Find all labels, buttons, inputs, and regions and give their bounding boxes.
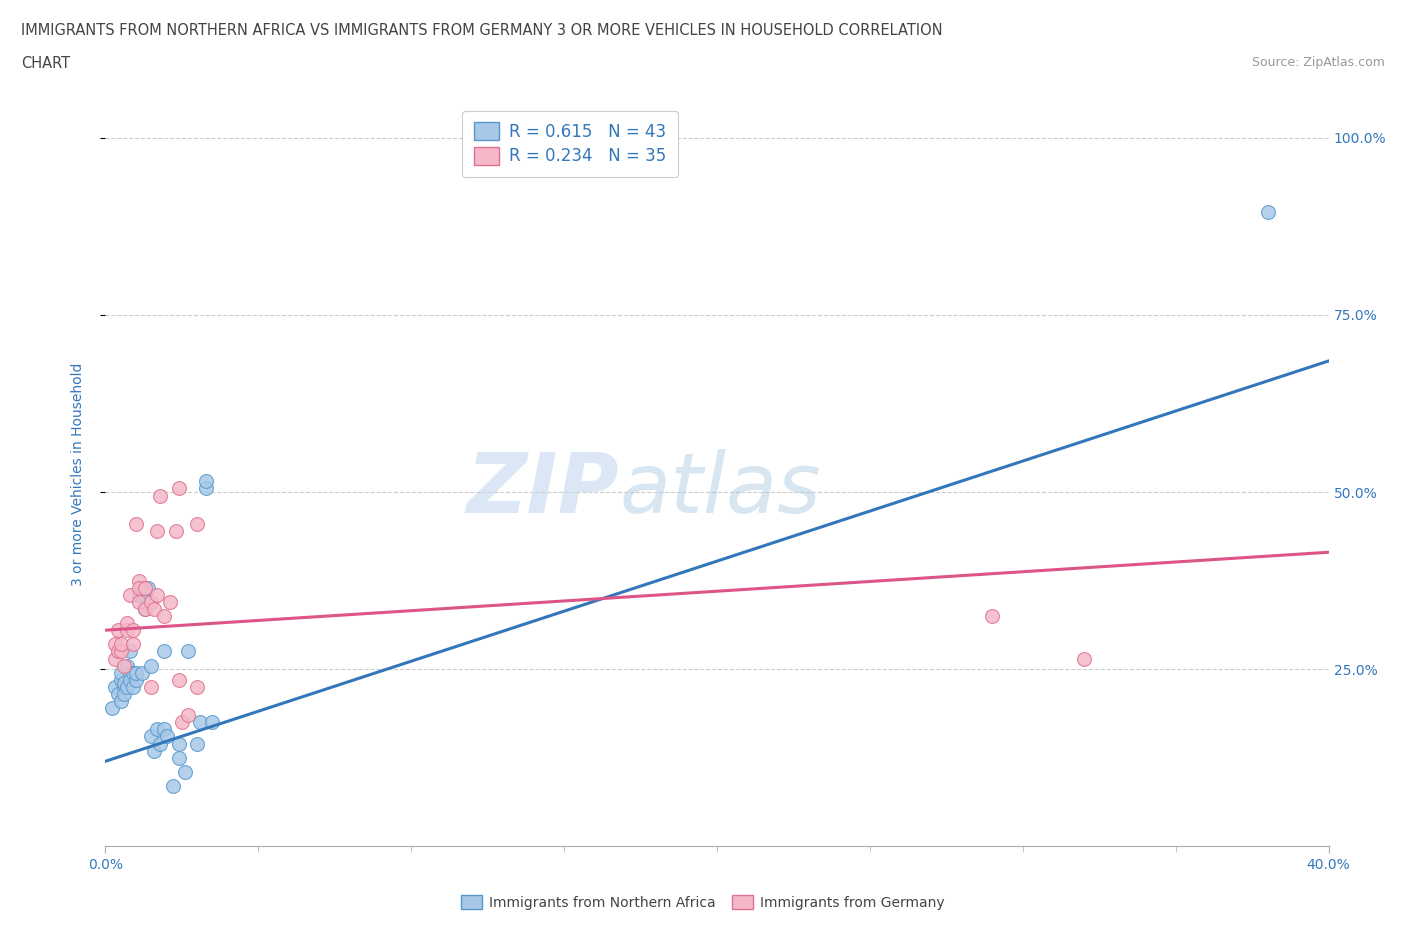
- Point: [174, 764, 197, 779]
- Point: [170, 715, 193, 730]
- Point: [115, 623, 138, 638]
- Point: [149, 737, 172, 751]
- Point: [128, 594, 150, 609]
- Point: [152, 644, 174, 658]
- Point: [141, 658, 163, 673]
- Point: [134, 580, 156, 595]
- Point: [167, 737, 190, 751]
- Point: [112, 676, 135, 691]
- Point: [186, 737, 208, 751]
- Point: [146, 524, 169, 538]
- Point: [177, 644, 200, 658]
- Point: [134, 588, 156, 603]
- Point: [186, 680, 208, 695]
- Point: [110, 672, 132, 687]
- Point: [128, 588, 150, 603]
- Point: [112, 680, 135, 695]
- Point: [128, 580, 150, 595]
- Point: [110, 644, 132, 658]
- Point: [177, 708, 200, 723]
- Point: [115, 680, 138, 695]
- Point: [155, 729, 177, 744]
- Point: [118, 588, 141, 603]
- Point: [143, 743, 166, 758]
- Text: ZIP: ZIP: [467, 448, 619, 530]
- Point: [122, 637, 145, 652]
- Point: [122, 680, 145, 695]
- Point: [107, 644, 129, 658]
- Point: [104, 680, 127, 695]
- Point: [152, 722, 174, 737]
- Point: [167, 751, 190, 765]
- Point: [122, 623, 145, 638]
- Point: [195, 474, 218, 489]
- Point: [107, 623, 129, 638]
- Point: [167, 481, 190, 496]
- Point: [131, 665, 153, 680]
- Point: [125, 665, 148, 680]
- Text: IMMIGRANTS FROM NORTHERN AFRICA VS IMMIGRANTS FROM GERMANY 3 OR MORE VEHICLES IN: IMMIGRANTS FROM NORTHERN AFRICA VS IMMIG…: [21, 23, 942, 38]
- Text: CHART: CHART: [21, 56, 70, 71]
- Point: [112, 658, 135, 673]
- Point: [104, 637, 127, 652]
- Point: [104, 651, 127, 666]
- Legend: Immigrants from Northern Africa, Immigrants from Germany: Immigrants from Northern Africa, Immigra…: [456, 890, 950, 916]
- Point: [115, 616, 138, 631]
- Point: [110, 665, 132, 680]
- Point: [159, 594, 181, 609]
- Point: [118, 665, 141, 680]
- Point: [141, 680, 163, 695]
- Point: [201, 715, 224, 730]
- Point: [165, 524, 187, 538]
- Point: [141, 729, 163, 744]
- Legend: R = 0.615   N = 43, R = 0.234   N = 35: R = 0.615 N = 43, R = 0.234 N = 35: [463, 111, 678, 177]
- Point: [136, 580, 159, 595]
- Point: [188, 715, 211, 730]
- Point: [146, 588, 169, 603]
- Point: [122, 665, 145, 680]
- Point: [100, 700, 122, 715]
- Point: [1256, 205, 1278, 219]
- Point: [167, 672, 190, 687]
- Point: [128, 573, 150, 588]
- Point: [110, 694, 132, 709]
- Point: [186, 516, 208, 531]
- Point: [118, 644, 141, 658]
- Point: [125, 672, 148, 687]
- Point: [131, 580, 153, 595]
- Point: [149, 488, 172, 503]
- Text: atlas: atlas: [619, 448, 821, 530]
- Point: [143, 602, 166, 617]
- Point: [195, 481, 218, 496]
- Point: [118, 672, 141, 687]
- Point: [112, 686, 135, 701]
- Point: [115, 658, 138, 673]
- Point: [1073, 651, 1095, 666]
- Point: [152, 608, 174, 623]
- Y-axis label: 3 or more Vehicles in Household: 3 or more Vehicles in Household: [70, 363, 84, 586]
- Point: [110, 637, 132, 652]
- Point: [981, 608, 1004, 623]
- Text: Source: ZipAtlas.com: Source: ZipAtlas.com: [1251, 56, 1385, 69]
- Point: [146, 722, 169, 737]
- Point: [134, 602, 156, 617]
- Point: [125, 516, 148, 531]
- Point: [162, 778, 184, 793]
- Point: [141, 594, 163, 609]
- Point: [134, 602, 156, 617]
- Point: [107, 686, 129, 701]
